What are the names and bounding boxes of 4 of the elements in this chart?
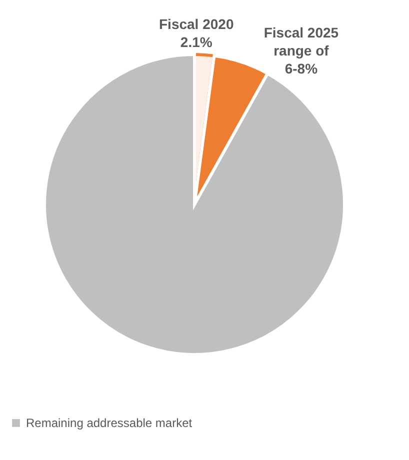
data-label: 2.1%	[180, 34, 213, 50]
slice-label: Fiscal 2025 range of 6-8%	[264, 24, 339, 77]
legend-label: Remaining addressable market	[26, 416, 193, 430]
slice-label: Fiscal 2020	[159, 16, 234, 32]
